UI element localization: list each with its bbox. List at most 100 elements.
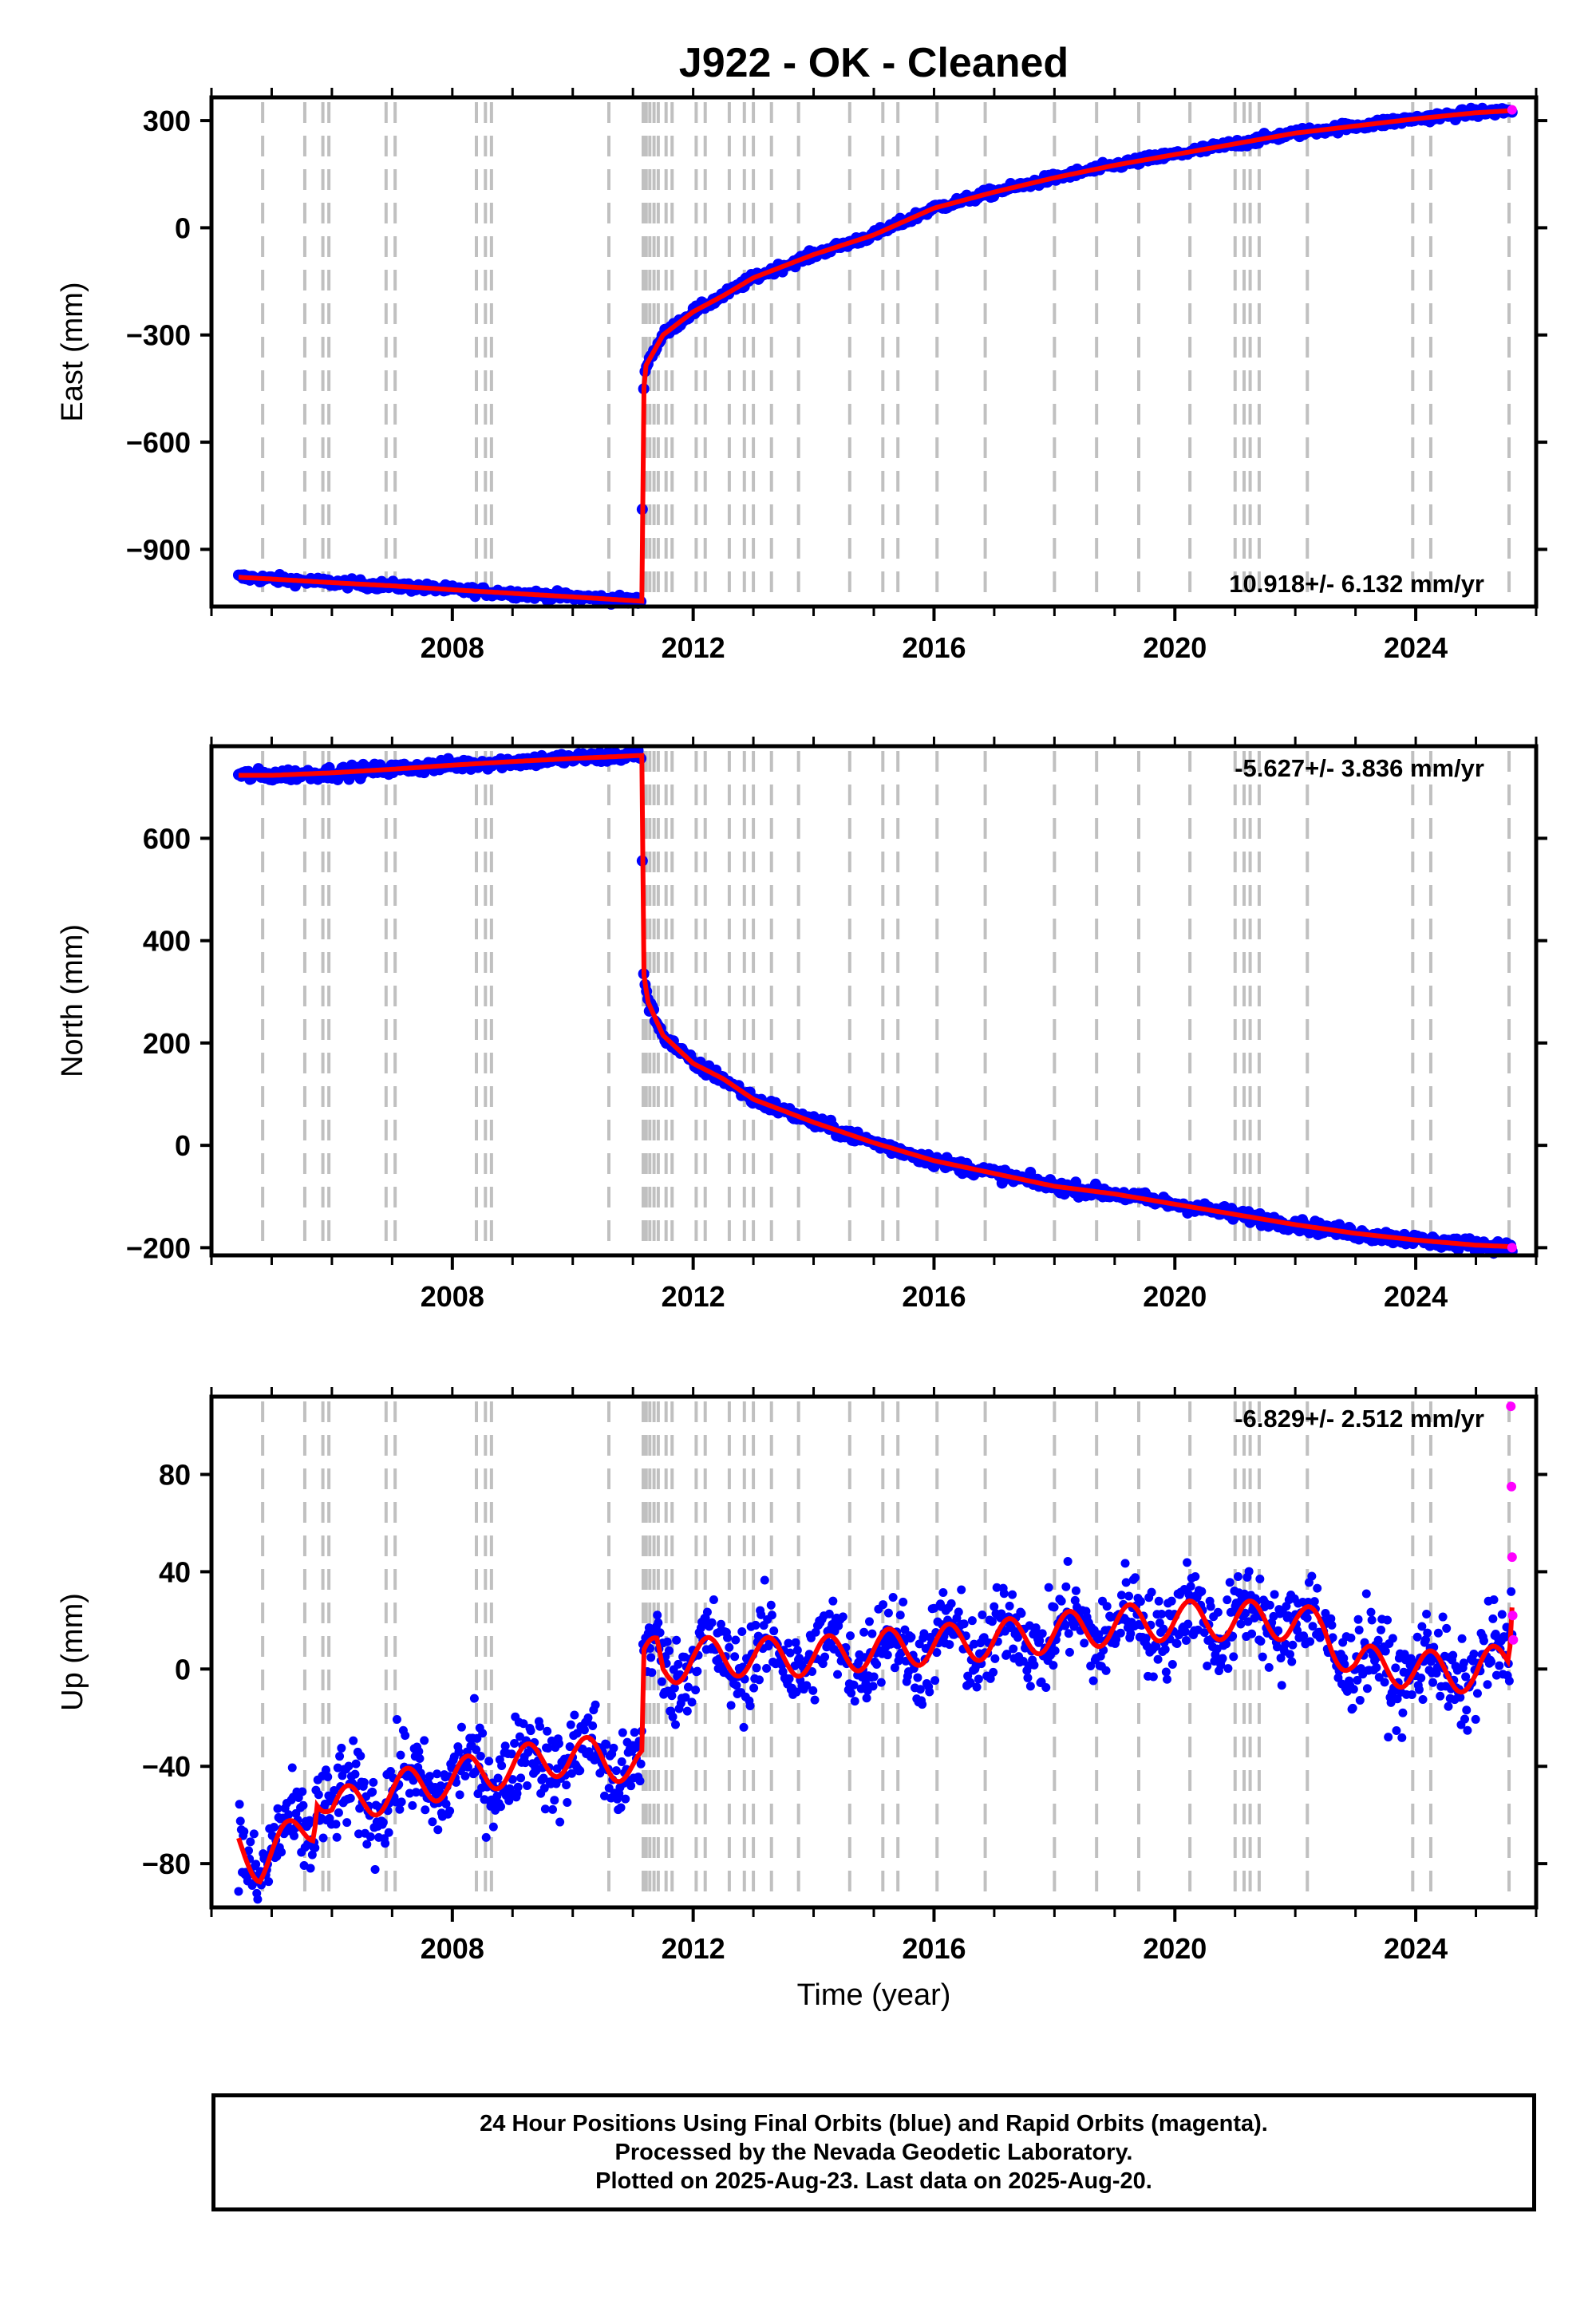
data-point bbox=[1302, 1613, 1312, 1622]
x-tick-label: 2016 bbox=[902, 1280, 966, 1313]
data-point bbox=[1353, 1614, 1363, 1624]
data-point bbox=[246, 1837, 255, 1847]
data-point bbox=[365, 1832, 375, 1842]
data-point bbox=[273, 1804, 282, 1813]
data-point bbox=[539, 1773, 548, 1783]
data-point bbox=[565, 1742, 575, 1752]
data-point bbox=[1241, 1608, 1250, 1618]
data-point bbox=[1326, 1614, 1336, 1623]
data-point bbox=[1017, 1609, 1026, 1618]
data-point bbox=[1407, 1690, 1416, 1699]
data-point bbox=[298, 1800, 308, 1810]
data-point bbox=[1223, 1664, 1233, 1674]
data-point bbox=[397, 1797, 406, 1807]
data-point bbox=[647, 1668, 657, 1678]
data-point bbox=[1355, 1695, 1365, 1705]
data-point bbox=[1287, 1657, 1297, 1666]
data-point bbox=[1080, 1638, 1089, 1648]
data-point bbox=[974, 1674, 983, 1684]
data-point bbox=[1121, 1578, 1131, 1587]
data-point bbox=[570, 1710, 579, 1720]
data-point bbox=[321, 1765, 330, 1775]
data-point bbox=[1247, 1629, 1257, 1638]
data-point bbox=[1256, 1636, 1266, 1646]
data-point bbox=[731, 1635, 741, 1645]
data-point bbox=[492, 1792, 502, 1801]
rapid-orbit-point bbox=[1507, 1611, 1518, 1621]
data-point bbox=[1293, 1626, 1302, 1635]
data-point bbox=[1167, 1596, 1176, 1606]
caption-box: 24 Hour Positions Using Final Orbits (bl… bbox=[211, 2093, 1536, 2211]
data-point bbox=[433, 1769, 442, 1779]
data-point bbox=[879, 1600, 888, 1610]
data-point bbox=[1457, 1634, 1467, 1643]
data-point bbox=[337, 1743, 346, 1753]
data-point bbox=[867, 1629, 877, 1638]
y-tick-label: −80 bbox=[142, 1848, 191, 1880]
rapid-orbit-point bbox=[1508, 1634, 1519, 1645]
data-point bbox=[1448, 1650, 1458, 1660]
plot-panels: 300 0 −300 −600 −900 2008 2012 2016 2020 2024 East… bbox=[56, 88, 1547, 1965]
data-point bbox=[1313, 1583, 1322, 1593]
data-point bbox=[362, 1840, 372, 1849]
data-point bbox=[760, 1575, 769, 1585]
data-point bbox=[1373, 1635, 1383, 1645]
data-point bbox=[554, 1739, 563, 1749]
data-point bbox=[602, 1740, 611, 1749]
data-point bbox=[1225, 1578, 1235, 1587]
data-point bbox=[488, 1822, 498, 1832]
data-point bbox=[369, 1777, 378, 1787]
data-point bbox=[745, 1701, 755, 1711]
data-point bbox=[818, 1659, 828, 1669]
data-point bbox=[306, 1863, 315, 1873]
y-tick-label: 200 bbox=[143, 1027, 191, 1060]
data-point bbox=[508, 1775, 517, 1784]
final-orbit-points bbox=[234, 1556, 1517, 1904]
data-point bbox=[235, 1800, 244, 1809]
data-point bbox=[1136, 1597, 1145, 1607]
data-point bbox=[1353, 1675, 1362, 1685]
data-point bbox=[234, 1887, 243, 1896]
data-point bbox=[653, 1611, 662, 1620]
data-point bbox=[864, 1617, 874, 1626]
data-point bbox=[925, 1687, 934, 1697]
final-orbit-points bbox=[232, 745, 1518, 1259]
data-point bbox=[249, 1829, 259, 1839]
rate-label: -5.627+/- 3.836 mm/yr bbox=[1235, 754, 1484, 782]
data-point bbox=[1167, 1660, 1177, 1670]
data-point bbox=[1086, 1662, 1096, 1671]
data-point bbox=[1507, 1587, 1516, 1596]
data-point bbox=[1348, 1703, 1357, 1713]
data-point bbox=[1044, 1583, 1053, 1592]
data-point bbox=[1157, 1609, 1167, 1618]
rapid-orbit-point bbox=[1507, 105, 1517, 115]
data-point bbox=[616, 1803, 626, 1812]
data-point bbox=[670, 1683, 679, 1693]
data-point bbox=[591, 1700, 600, 1709]
data-point bbox=[1148, 1672, 1158, 1682]
data-point bbox=[785, 1648, 795, 1658]
y-tick-label: −200 bbox=[126, 1231, 191, 1264]
panel-north: 600 400 200 0 −200 2008 2012 2016 2020 2024 North … bbox=[56, 737, 1547, 1313]
data-point bbox=[1471, 1714, 1480, 1724]
data-point bbox=[682, 1706, 692, 1716]
x-tick-label: 2016 bbox=[902, 631, 966, 664]
data-point bbox=[1153, 1654, 1163, 1664]
data-point bbox=[370, 1864, 380, 1874]
data-point bbox=[1183, 1558, 1192, 1567]
data-point bbox=[1469, 1649, 1479, 1658]
data-point bbox=[251, 1860, 261, 1869]
data-point bbox=[411, 1788, 421, 1797]
data-point bbox=[1037, 1629, 1047, 1638]
data-point bbox=[342, 1818, 352, 1828]
data-point bbox=[1183, 1619, 1193, 1629]
data-point bbox=[1218, 1654, 1227, 1663]
data-point bbox=[1433, 1628, 1443, 1638]
data-point bbox=[838, 1612, 847, 1622]
data-point bbox=[384, 1828, 393, 1837]
data-point bbox=[472, 1733, 482, 1743]
data-point bbox=[1120, 1559, 1130, 1568]
data-point bbox=[472, 1745, 481, 1754]
data-point bbox=[445, 1806, 455, 1816]
